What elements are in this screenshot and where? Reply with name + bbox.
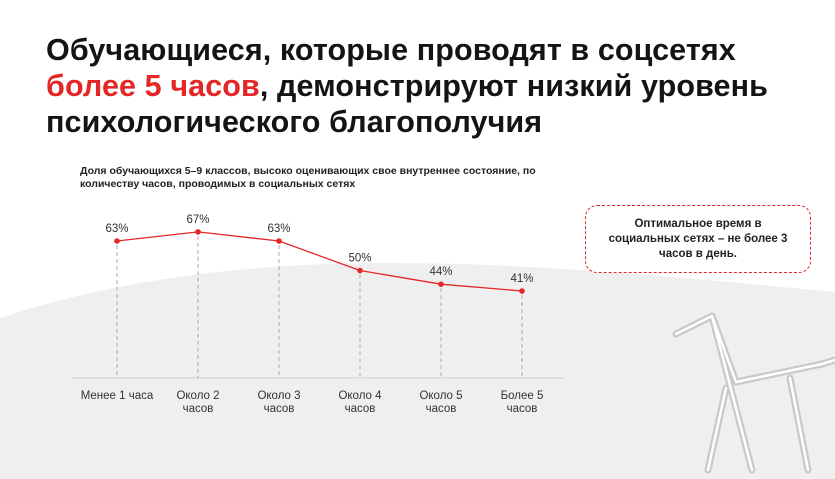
tick-label-5-line-1: Около 5 xyxy=(419,390,462,402)
data-point-3 xyxy=(276,238,282,244)
tick-label-2-line-2: часов xyxy=(183,403,214,415)
data-label-3: 63% xyxy=(267,223,290,235)
tick-label-6-line-2: часов xyxy=(507,403,538,415)
data-label-4: 50% xyxy=(348,253,371,265)
tick-label-4-line-2: часов xyxy=(345,403,376,415)
data-point-2 xyxy=(195,229,201,235)
series-line xyxy=(116,231,523,292)
tick-label-5-line-2: часов xyxy=(426,403,457,415)
slide-title: Обучающиеся, которые проводят в соцсетях… xyxy=(46,32,806,140)
data-point-5 xyxy=(438,281,444,287)
tick-label-2-line-1: Около 2 xyxy=(176,390,219,402)
title-part-2: , демонстрируют низкий уровень психологи… xyxy=(46,69,768,139)
tick-label-1: Менее 1 часа xyxy=(81,390,154,402)
note-text: Оптимальное время в социальных сетях – н… xyxy=(608,217,788,260)
data-point-6 xyxy=(519,288,525,294)
tick-label-3-line-2: часов xyxy=(264,403,295,415)
data-point-4 xyxy=(357,267,363,274)
note-box: Оптимальное время в социальных сетях – н… xyxy=(585,205,811,273)
title-accent: более 5 часов xyxy=(46,69,260,103)
tick-label-4-line-1: Около 4 xyxy=(338,390,382,402)
title-part-1: Обучающиеся, которые проводят в соцсетях xyxy=(46,33,736,67)
data-label-1: 63% xyxy=(105,223,128,235)
data-label-5: 44% xyxy=(429,266,452,278)
data-label-2: 67% xyxy=(186,214,209,226)
tick-label-6-line-1: Более 5 xyxy=(501,390,544,402)
data-label-6: 41% xyxy=(510,273,533,285)
tick-label-3-line-1: Около 3 xyxy=(257,390,300,402)
chart-title: Доля обучающихся 5–9 классов, высоко оце… xyxy=(80,165,536,190)
data-point-1 xyxy=(114,238,120,244)
